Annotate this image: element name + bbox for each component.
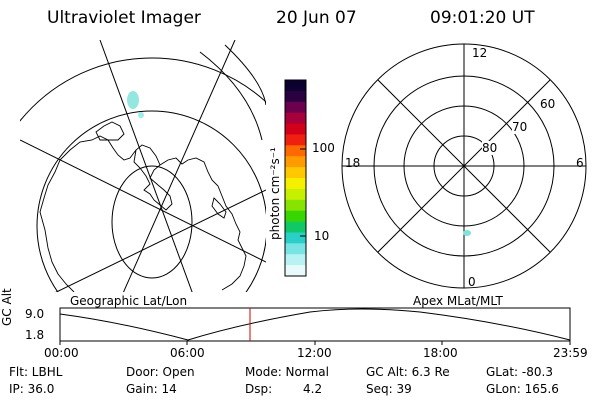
colorbar-stripe [285, 167, 306, 179]
colorbar-stripe [285, 90, 306, 103]
info-dsp-label: Dsp: [245, 382, 273, 396]
mlat-label-70: 70 [512, 120, 528, 134]
info-filter: Flt: LBHL [9, 365, 63, 379]
timeline-xtick-4: 23:59 [553, 346, 588, 360]
colorbar-stripe [285, 199, 306, 212]
colorbar-stripe [285, 112, 306, 125]
header-date: 20 Jun 07 [276, 8, 357, 28]
colorbar-stripe [285, 156, 306, 168]
colorbar-stripe [285, 188, 306, 201]
info-ip: IP: 36.0 [9, 382, 55, 396]
info-seq: Seq: 39 [366, 382, 412, 396]
mlt-label-0: 0 [468, 275, 476, 289]
aurora-patch [127, 91, 139, 109]
timeline-ylabel: GC Alt [0, 288, 14, 326]
mlt-label-18: 18 [345, 156, 361, 170]
lat-circle-mid [36, 110, 266, 292]
altitude-curve [59, 308, 571, 341]
colorbar-stripe [285, 80, 306, 92]
right-map-caption: Apex MLat/MLT [413, 294, 503, 308]
timeline-xtick-3: 18:00 [423, 346, 458, 360]
colorbar-stripe [285, 254, 306, 266]
colorbar-stripe [285, 123, 306, 135]
mlat-label-60: 60 [540, 97, 556, 111]
colorbar-stripe [285, 134, 306, 146]
mlt-label-12: 12 [472, 46, 488, 60]
left-map-caption: Geographic Lat/Lon [70, 294, 188, 308]
coastline [39, 135, 247, 292]
colorbar-stripe [285, 221, 306, 233]
lat-circle-inner [111, 165, 193, 279]
timeline-xtick-0: 00:00 [44, 346, 79, 360]
info-glat: GLat: -80.3 [486, 365, 553, 379]
colorbar-stripe [285, 210, 306, 223]
colorbar-stripe [285, 232, 306, 244]
colorbar-stripe [285, 178, 306, 190]
timeline-ytick-min: 1.8 [25, 328, 45, 342]
info-door: Door: Open [126, 365, 195, 379]
timeline-ytick-max: 9.0 [25, 307, 45, 321]
colorbar-tick-100: 100 [312, 141, 335, 155]
page-title: Ultraviolet Imager [47, 8, 201, 28]
aurora-patch-polar [463, 230, 471, 236]
info-gc-alt: GC Alt: 6.3 Re [366, 365, 450, 379]
lat-circle-outer [20, 57, 266, 122]
info-glon: GLon: 165.6 [486, 382, 559, 396]
colorbar-stripe [285, 265, 306, 277]
mlt-label-6: 6 [576, 156, 584, 170]
timeline-xtick-1: 06:00 [170, 346, 205, 360]
colorbar-stripe [285, 243, 306, 255]
colorbar-stripe [285, 145, 306, 157]
timeline-xtick-2: 12:00 [297, 346, 332, 360]
header-time: 09:01:20 UT [430, 8, 535, 28]
info-dsp-value: 4.2 [303, 382, 323, 396]
colorbar-tick-10: 10 [314, 229, 330, 243]
colorbar-stripe [285, 101, 306, 114]
mlat-label-80: 80 [482, 141, 498, 155]
info-gain: Gain: 14 [126, 382, 177, 396]
info-mode: Mode: Normal [245, 365, 329, 379]
